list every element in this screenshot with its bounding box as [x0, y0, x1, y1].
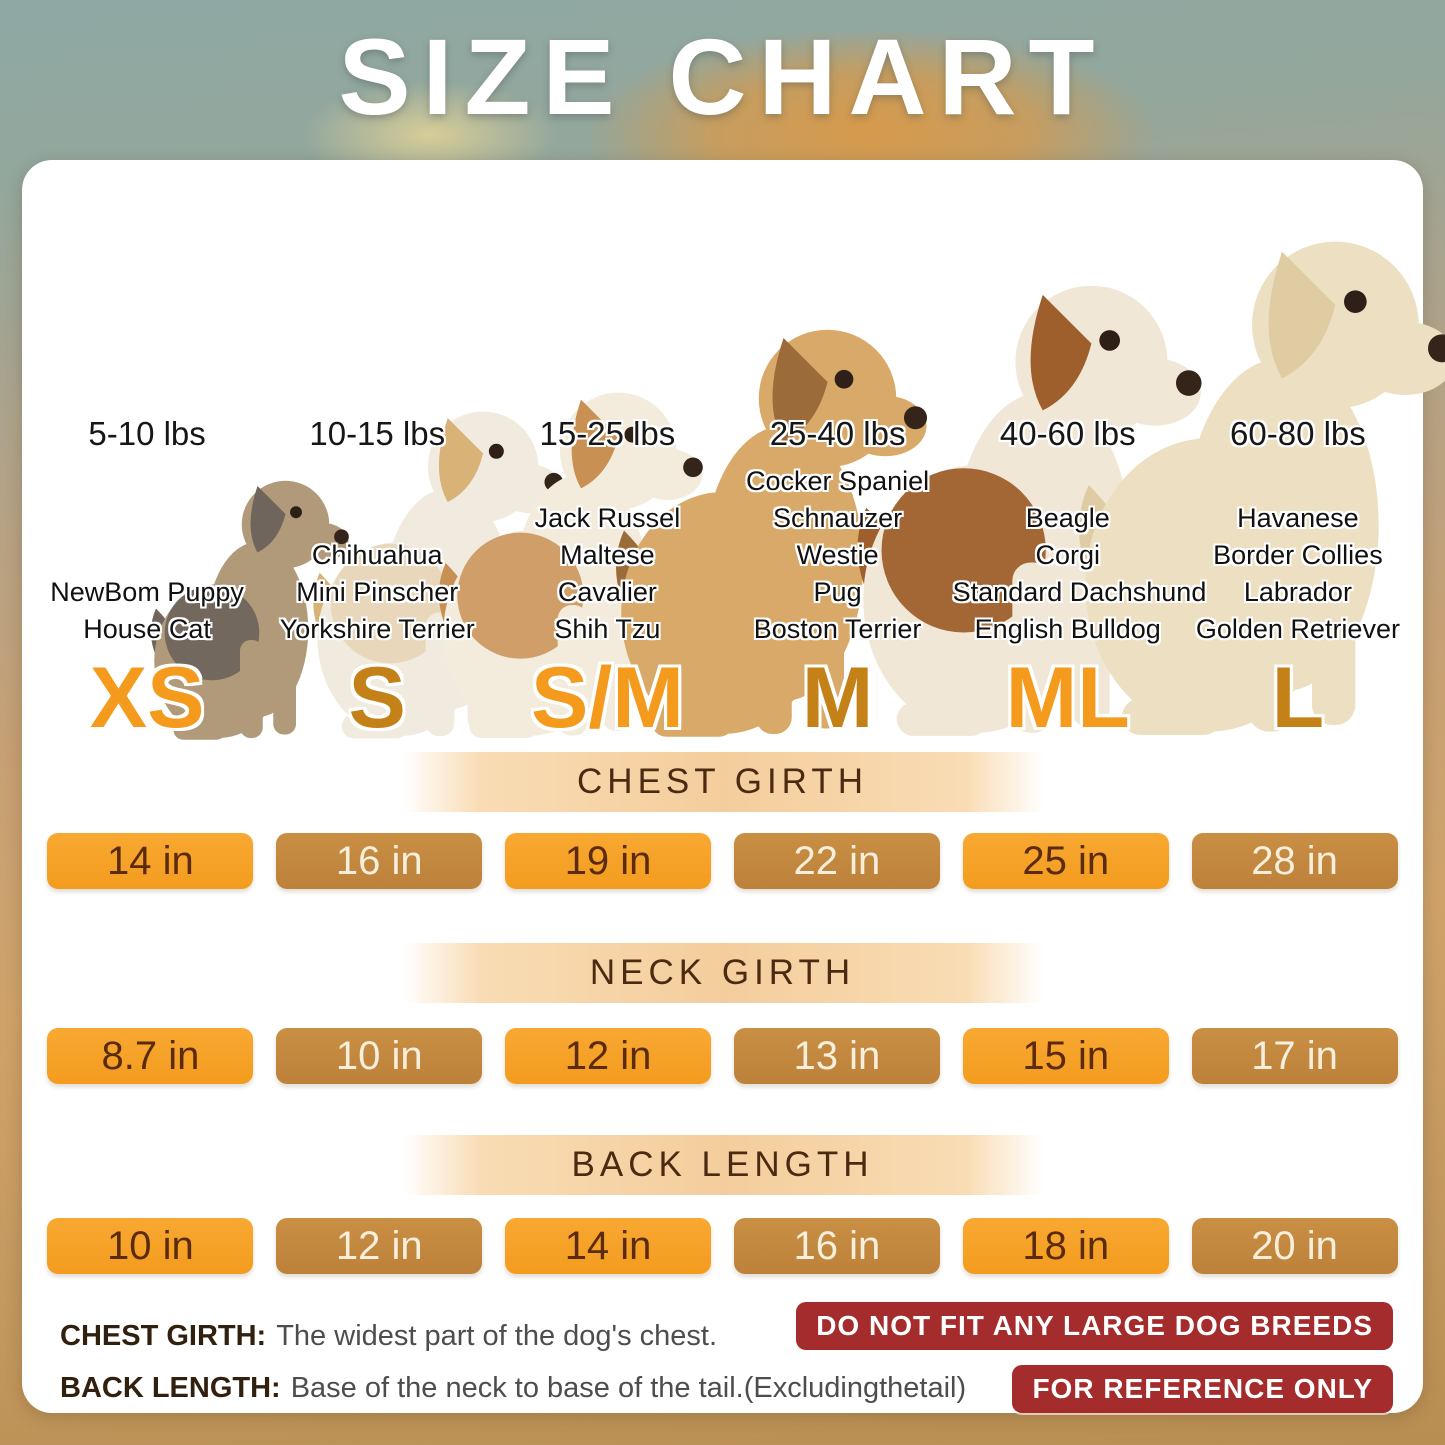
size-letter-ml: ML — [1005, 650, 1130, 746]
measurement-pill: 12 in — [505, 1028, 712, 1084]
note-back-length: BACK LENGTH: Base of the neck to base of … — [60, 1372, 966, 1405]
measurement-pill: 12 in — [276, 1218, 483, 1274]
section-header-back-length: BACK LENGTH — [402, 1135, 1043, 1195]
back-length-row: 10 in 12 in 14 in 16 in 18 in 20 in — [22, 1218, 1423, 1274]
measurement-pill: 10 in — [47, 1218, 254, 1274]
breed-item: Golden Retriever — [1195, 614, 1400, 644]
size-column-l: 60-80 lbs Havanese Border Collies Labrad… — [1183, 160, 1413, 760]
measurement-pill: 14 in — [505, 1218, 712, 1274]
warning-badge-no-large-breeds: DO NOT FIT ANY LARGE DOG BREEDS — [796, 1302, 1393, 1350]
warning-badges: DO NOT FIT ANY LARGE DOG BREEDS FOR REFE… — [796, 1302, 1393, 1413]
breed-item: English Bulldog — [974, 614, 1161, 644]
weight-label: 60-80 lbs — [1230, 415, 1366, 452]
measurement-pill: 18 in — [962, 1218, 1169, 1274]
warning-badge-reference-only: FOR REFERENCE ONLY — [1012, 1365, 1393, 1413]
breed-item: Yorkshire Terrier — [279, 614, 475, 644]
size-letter-sm: S/M — [530, 650, 684, 746]
breed-item: Cavalier — [557, 577, 657, 607]
size-letter-m: M — [801, 650, 874, 746]
breed-item: Boston Terrier — [753, 614, 922, 644]
note-back-length-label: BACK LENGTH: — [60, 1372, 281, 1404]
breed-list: Cocker Spaniel Schnauzer Westie Pug Bost… — [723, 450, 953, 648]
breed-item: NewBom Puppy — [50, 577, 244, 607]
breed-item: Beagle — [1025, 503, 1110, 533]
breed-item: Border Collies — [1213, 540, 1383, 570]
size-column-ml: 40-60 lbs Beagle Corgi Standard Dachshun… — [952, 160, 1207, 760]
note-chest-girth-text: The widest part of the dog's chest. — [276, 1320, 717, 1352]
measurement-pill: 10 in — [276, 1028, 483, 1084]
neck-girth-row: 8.7 in 10 in 12 in 13 in 15 in 17 in — [22, 1028, 1423, 1084]
measurement-pill: 14 in — [47, 833, 254, 889]
section-header-neck-girth: NECK GIRTH — [402, 943, 1043, 1003]
section-header-chest-girth: CHEST GIRTH — [402, 752, 1043, 812]
breed-item: Jack Russel — [534, 503, 681, 533]
size-letter-xs: XS — [89, 650, 205, 746]
breed-item: Westie — [796, 540, 879, 570]
measurement-pill: 22 in — [733, 833, 940, 889]
measurement-pill: 17 in — [1191, 1028, 1398, 1084]
size-column-sm: 15-25 lbs Jack Russel Maltese Cavalier S… — [492, 160, 722, 760]
breed-list: NewBom Puppy House Cat — [32, 450, 262, 648]
size-column-s: 10-15 lbs Chihuahua Mini Pinscher Yorksh… — [262, 160, 492, 760]
measurement-pill: 16 in — [733, 1218, 940, 1274]
page-title: SIZE CHART — [338, 16, 1107, 137]
size-column-xs: 5-10 lbs NewBom Puppy House Cat XS — [32, 160, 262, 760]
breed-list: Chihuahua Mini Pinscher Yorkshire Terrie… — [262, 450, 492, 648]
breed-item: Labrador — [1243, 577, 1352, 607]
measurement-pill: 25 in — [962, 833, 1169, 889]
weight-label: 10-15 lbs — [309, 415, 446, 452]
size-letter-l: L — [1271, 650, 1325, 746]
measurement-pill: 19 in — [505, 833, 712, 889]
measurement-pill: 13 in — [733, 1028, 940, 1084]
size-columns: 5-10 lbs NewBom Puppy House Cat XS 10-15… — [22, 160, 1423, 760]
weight-label: 40-60 lbs — [999, 415, 1136, 452]
weight-label: 15-25 lbs — [539, 415, 676, 452]
note-chest-girth-label: CHEST GIRTH: — [60, 1320, 267, 1352]
breed-item: Pug — [813, 577, 862, 607]
measurement-pill: 28 in — [1191, 833, 1398, 889]
measurement-pill: 16 in — [276, 833, 483, 889]
note-back-length-text: Base of the neck to base of the tail.(Ex… — [290, 1372, 967, 1404]
size-column-m: 25-40 lbs Cocker Spaniel Schnauzer Westi… — [723, 160, 953, 760]
breed-item: Cocker Spaniel — [746, 466, 930, 496]
breed-item: Standard Dachshund — [952, 577, 1207, 607]
weight-label: 25-40 lbs — [769, 415, 906, 452]
chest-girth-row: 14 in 16 in 19 in 22 in 25 in 28 in — [22, 833, 1423, 889]
breed-item: Corgi — [1035, 540, 1100, 570]
breed-list: Havanese Border Collies Labrador Golden … — [1183, 450, 1413, 648]
breed-item: Shih Tzu — [554, 614, 661, 644]
breed-list: Beagle Corgi Standard Dachshund English … — [952, 450, 1207, 648]
measurement-pill: 8.7 in — [47, 1028, 254, 1084]
breed-list: Jack Russel Maltese Cavalier Shih Tzu — [492, 450, 722, 648]
breed-item: Mini Pinscher — [296, 577, 459, 607]
breed-item: Chihuahua — [311, 540, 443, 570]
breed-item: Schnauzer — [773, 503, 903, 533]
breed-item: Maltese — [560, 540, 655, 570]
weight-label: 5-10 lbs — [88, 415, 206, 452]
measurement-pill: 15 in — [962, 1028, 1169, 1084]
breed-item: House Cat — [83, 614, 211, 644]
measurement-pill: 20 in — [1191, 1218, 1398, 1274]
breed-item: Havanese — [1237, 503, 1359, 533]
size-letter-s: S — [348, 650, 406, 746]
size-chart-card: 5-10 lbs NewBom Puppy House Cat XS 10-15… — [22, 160, 1445, 1413]
note-chest-girth: CHEST GIRTH: The widest part of the dog's… — [60, 1320, 717, 1353]
